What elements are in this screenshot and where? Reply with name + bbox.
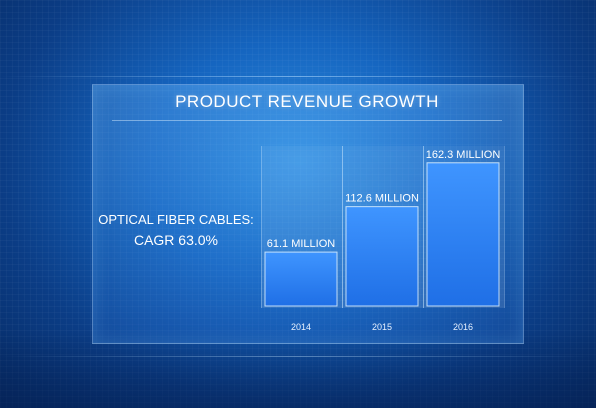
product-label: OPTICAL FIBER CABLES: [98, 212, 254, 227]
title-divider [112, 120, 502, 121]
chart-title: PRODUCT REVENUE GROWTH [175, 92, 439, 111]
data-label-2014: 61.1 MILLION [267, 238, 336, 250]
data-label-2015: 112.6 MILLION [345, 193, 419, 205]
bar-2015 [345, 206, 419, 307]
bar-2016 [426, 162, 500, 307]
x-tick-2016: 2016 [453, 322, 473, 332]
background-floor [0, 328, 596, 408]
x-tick-2014: 2014 [291, 322, 311, 332]
x-tick-2015: 2015 [372, 322, 392, 332]
cagr-label: CAGR 63.0% [133, 232, 219, 248]
bar-2014 [264, 251, 338, 307]
background-glow-line [0, 76, 596, 77]
data-label-2016: 162.3 MILLION [426, 149, 501, 161]
